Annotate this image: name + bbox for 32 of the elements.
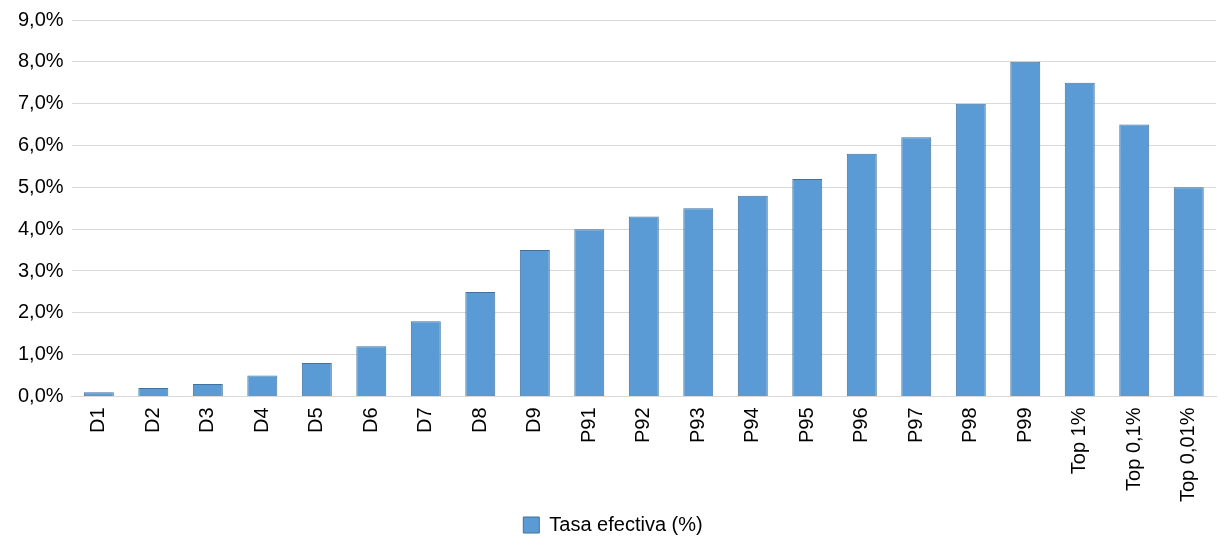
y-tick-label: 1,0%: [17, 342, 64, 365]
y-tick-label: 4,0%: [17, 216, 64, 239]
y-tick-label: 5,0%: [17, 174, 64, 197]
x-tick-label: P99: [1012, 407, 1035, 444]
y-tick-label: 2,0%: [17, 300, 64, 323]
x-tick-label: P95: [794, 407, 817, 444]
x-tick-label: P96: [849, 407, 872, 444]
x-tick-label: D4: [249, 407, 272, 434]
x-tick-label: D5: [304, 407, 327, 434]
y-tick-label: 8,0%: [17, 49, 64, 72]
x-tick-label: D8: [467, 407, 490, 434]
y-tick-label: 9,0%: [17, 7, 64, 30]
x-tick-label: D6: [358, 407, 381, 434]
x-tick-label: P98: [958, 407, 981, 444]
x-tick-label: Top 0,1%: [1121, 407, 1144, 491]
y-tick-label: 3,0%: [17, 258, 64, 281]
x-tick-label: P92: [631, 407, 654, 444]
x-tick-label: D9: [522, 407, 545, 434]
y-tick-label: 0,0%: [17, 384, 64, 406]
y-tick-label: 7,0%: [17, 91, 64, 114]
x-tick-label: D1: [86, 407, 109, 434]
x-tick-label: P93: [685, 407, 708, 444]
x-tick-label: D3: [195, 407, 218, 434]
legend-label: Tasa efectiva (%): [549, 512, 703, 535]
x-tick-label: P97: [903, 407, 926, 444]
x-tick-label: D7: [413, 407, 436, 434]
x-tick-label: P91: [576, 407, 599, 444]
x-tick-label: P94: [740, 407, 763, 444]
x-tick-label: D2: [140, 407, 163, 434]
y-tick-label: 6,0%: [17, 133, 64, 156]
x-tick-label: Top 0,01%: [1176, 407, 1199, 502]
x-tick-label: Top 1%: [1067, 407, 1090, 475]
